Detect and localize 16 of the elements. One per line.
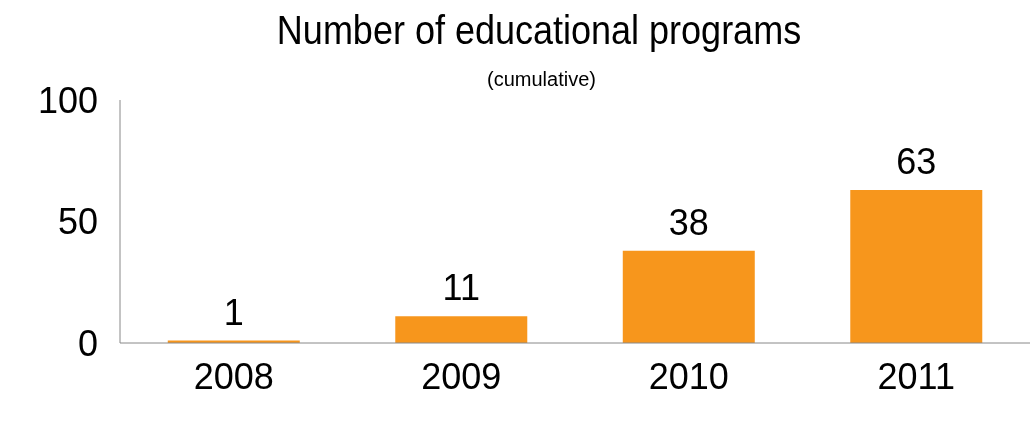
y-tick-label: 50 xyxy=(57,201,98,243)
bar xyxy=(395,316,528,343)
bar xyxy=(850,189,983,343)
chart-subtitle: (cumulative) xyxy=(487,68,596,90)
data-label: 38 xyxy=(668,201,709,243)
data-label: 11 xyxy=(442,267,480,309)
x-tick-label: 2010 xyxy=(648,355,729,397)
x-tick-label: 2008 xyxy=(193,355,274,397)
chart-title: Number of educational programs xyxy=(275,8,803,53)
x-tick-label: 2011 xyxy=(877,355,955,397)
bar xyxy=(622,250,755,343)
data-label: 1 xyxy=(223,291,244,333)
y-tick-label: 0 xyxy=(77,322,98,364)
data-label: 63 xyxy=(896,140,937,182)
y-tick-label: 100 xyxy=(37,79,98,121)
x-tick-label: 2009 xyxy=(421,355,502,397)
